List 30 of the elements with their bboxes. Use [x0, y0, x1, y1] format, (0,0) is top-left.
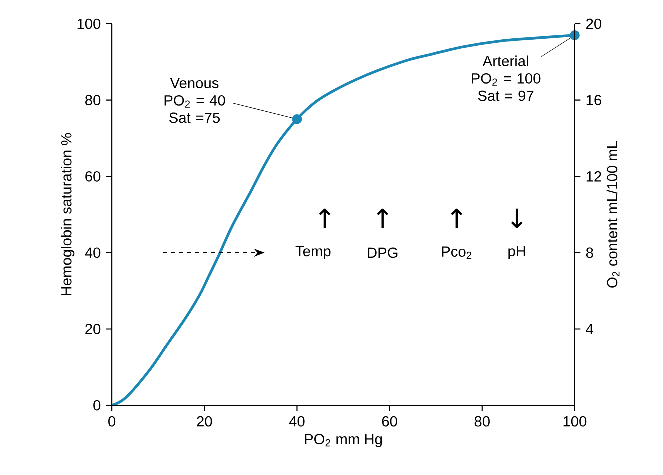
x-tick-label: 80	[474, 416, 490, 427]
annotation: ↑	[377, 208, 389, 228]
y-tick-label: 20	[86, 324, 101, 334]
y-tick-label: 100	[78, 18, 101, 30]
annotation: Venous PO$_{2}$ = 40 Sat =75	[164, 78, 226, 124]
annotation: ↓	[511, 208, 523, 228]
y-tick-label: 60	[86, 171, 101, 182]
y-tick-label: 40	[85, 248, 101, 258]
y-tick-label: 80	[86, 95, 101, 106]
annotation: Temp	[296, 246, 331, 260]
y-tick-label: 0	[94, 400, 101, 411]
y2-axis-title: O$_{2}$ content mL/100 mL	[606, 142, 620, 288]
y-axis-title: Hemoglobin saturation %	[61, 133, 75, 296]
annotation: Arterial PO$_{2}$ = 100 Sat = 97	[472, 56, 541, 102]
y2-tick-label: 12	[586, 172, 602, 182]
annotation: ↑	[319, 208, 331, 228]
y2-tick-label: 4	[586, 324, 594, 334]
annotation: pH	[508, 246, 526, 260]
annotation: Pco$_{2}$	[442, 246, 472, 260]
y2-tick-label: 16	[586, 95, 602, 106]
y2-tick-label: 8	[586, 248, 594, 258]
y2-tick-label: 20	[586, 18, 602, 30]
x-axis-title: PO$_{2}$ mm Hg	[305, 434, 382, 448]
x-tick-label: 60	[382, 416, 398, 427]
annotation: ↑	[451, 208, 463, 228]
x-tick-label: 100	[564, 416, 587, 427]
x-tick-label: 0	[108, 416, 116, 427]
x-tick-label: 40	[289, 416, 305, 427]
annotation: DPG	[368, 248, 398, 258]
x-tick-label: 20	[197, 416, 212, 427]
